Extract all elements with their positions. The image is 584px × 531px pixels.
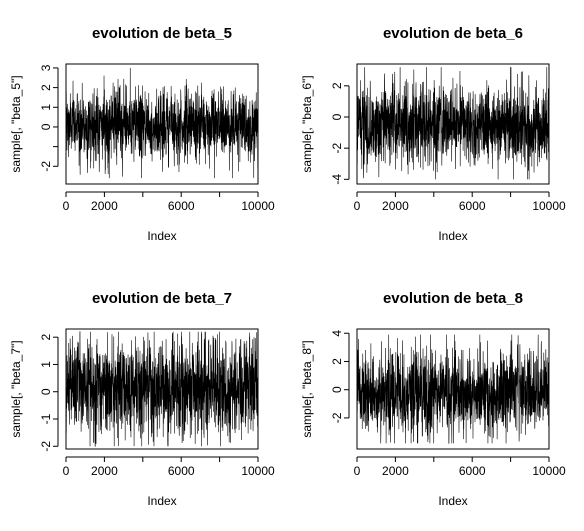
plot-frame [65,328,259,450]
y-tick-label: 4 [330,330,344,337]
x-tick-label: 10000 [532,464,566,478]
y-axis-label: sample[, "beta_8"] [300,340,314,437]
x-tick-label: 2000 [91,199,118,213]
y-tick-label: -2 [39,441,53,452]
y-tick-label: 3 [39,64,53,71]
y-tick-label: -2 [39,161,53,172]
x-tick-label: 10000 [241,199,275,213]
trace-line [65,67,259,179]
y-tick-label: 0 [39,388,53,395]
y-tick-label: -2 [330,412,344,423]
trace-panel-7: evolution de beta_7 0 2000 6000 10000 Index -2… [9,290,275,508]
y-tick-label: -2 [330,142,344,153]
x-tick-label: 2000 [382,199,409,213]
y-tick-label: -1 [39,413,53,424]
x-tick-label: 6000 [168,199,195,213]
plot-frame [356,328,550,450]
y-tick-label: -4 [330,174,344,185]
plot-frame [356,63,550,185]
trace-line [356,67,550,180]
y-tick-label: 1 [39,104,53,111]
x-tick-label: 6000 [459,464,486,478]
y-tick-label: 2 [330,82,344,89]
trace-line [356,334,550,444]
x-tick-label: 10000 [241,464,275,478]
y-tick-label: 2 [330,358,344,365]
y-axis-label: sample[, "beta_6"] [300,75,314,172]
x-axis-label: Index [147,229,176,243]
y-axis-label: sample[, "beta_5"] [9,75,23,172]
trace-line [65,331,259,447]
panel-title: evolution de beta_5 [92,25,232,42]
x-axis-label: Index [438,494,467,508]
panel-title: evolution de beta_6 [383,25,523,42]
x-tick-label: 0 [354,464,361,478]
y-tick-label: 0 [39,123,53,130]
trace-panel-8: evolution de beta_8 0 2000 6000 10000 Index -2… [300,290,566,508]
y-tick-label: 2 [39,84,53,91]
trace-panel-5: evolution de beta_5 0 2000 6000 10000 Index -2… [9,25,275,243]
x-tick-label: 6000 [168,464,195,478]
x-tick-label: 0 [354,199,361,213]
x-tick-label: 6000 [459,199,486,213]
y-tick-label: 0 [330,386,344,393]
x-axis-label: Index [147,494,176,508]
trace-panel-6: evolution de beta_6 0 2000 6000 10000 Index -4… [300,25,566,243]
x-tick-label: 0 [63,199,70,213]
x-tick-label: 10000 [532,199,566,213]
x-tick-label: 0 [63,464,70,478]
plot-frame [65,63,259,185]
x-tick-label: 2000 [382,464,409,478]
panel-title: evolution de beta_8 [383,290,523,307]
x-axis-label: Index [438,229,467,243]
x-tick-label: 2000 [91,464,118,478]
y-axis-label: sample[, "beta_7"] [9,340,23,437]
y-tick-label: 1 [39,361,53,368]
panel-title: evolution de beta_7 [92,290,232,307]
y-tick-label: 2 [39,334,53,341]
y-tick-label: 0 [330,113,344,120]
